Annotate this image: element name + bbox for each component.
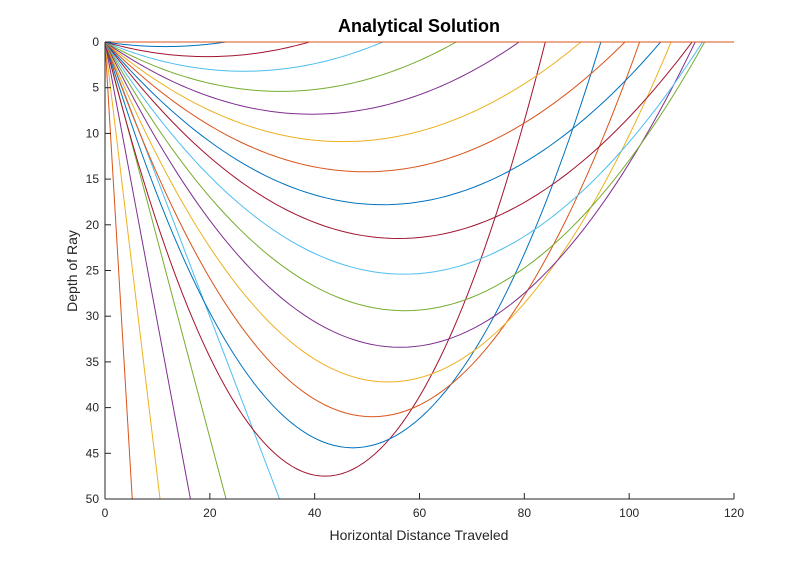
y-tick-label: 45 xyxy=(86,446,100,460)
x-tick-label: 0 xyxy=(102,506,109,520)
x-tick-label: 80 xyxy=(518,506,532,520)
y-tick-label: 10 xyxy=(86,126,100,140)
y-tick-label: 25 xyxy=(86,264,100,278)
chart-title: Analytical Solution xyxy=(338,16,500,36)
y-tick-label: 35 xyxy=(86,355,100,369)
y-tick-label: 20 xyxy=(86,218,100,232)
y-tick-label: 50 xyxy=(86,492,100,506)
x-tick-label: 100 xyxy=(619,506,639,520)
y-tick-label: 5 xyxy=(92,81,99,95)
x-axis-label: Horizontal Distance Traveled xyxy=(330,527,509,543)
x-tick-label: 20 xyxy=(203,506,217,520)
y-tick-label: 0 xyxy=(92,35,99,49)
x-tick-label: 120 xyxy=(724,506,744,520)
y-tick-label: 30 xyxy=(86,309,100,323)
y-axis-label: Depth of Ray xyxy=(64,230,80,312)
y-tick-label: 40 xyxy=(86,401,100,415)
x-tick-label: 60 xyxy=(413,506,427,520)
y-tick-label: 15 xyxy=(86,172,100,186)
x-tick-label: 40 xyxy=(308,506,322,520)
